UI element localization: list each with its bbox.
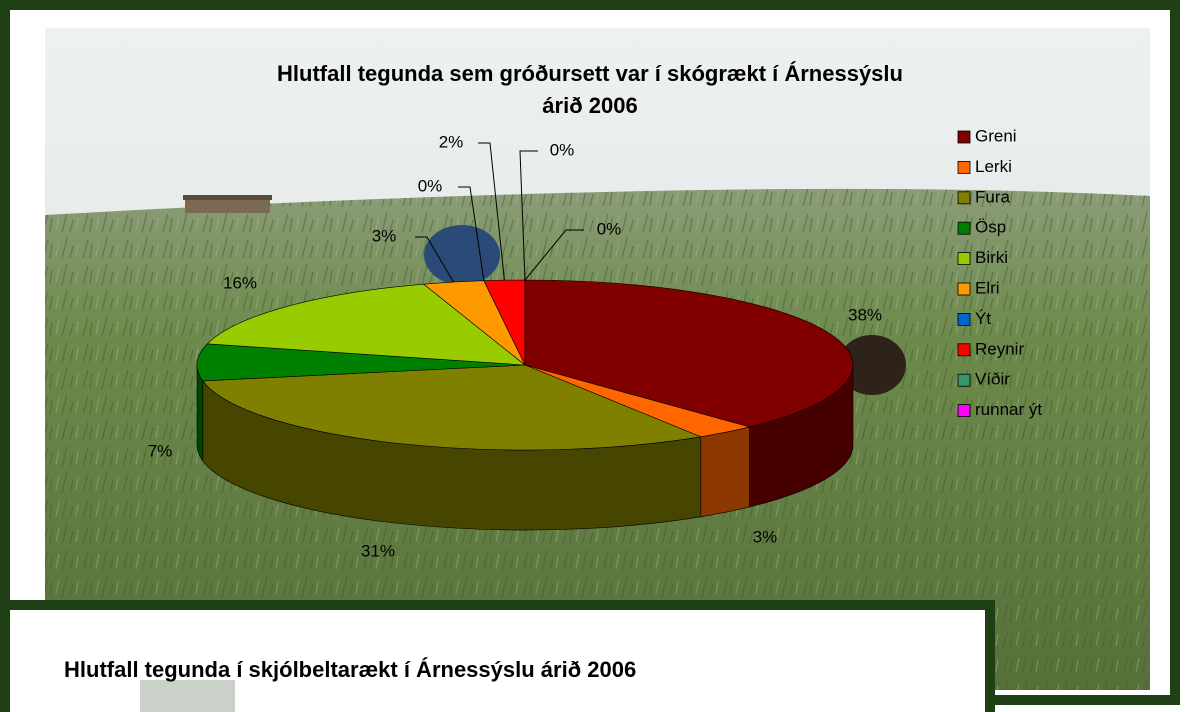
legend-swatch (957, 252, 971, 266)
legend-label: Ýt (975, 309, 991, 328)
leader-line (458, 186, 485, 281)
data-label: 0% (550, 140, 575, 159)
leader-line (519, 150, 538, 281)
data-label: 2% (439, 132, 464, 151)
legend-swatch (957, 343, 971, 357)
data-label: 0% (418, 176, 443, 195)
leader-line (415, 236, 454, 283)
slice (202, 364, 702, 451)
data-label: 3% (753, 527, 778, 546)
data-label: 31% (361, 541, 395, 560)
legend-label: Reynir (975, 339, 1024, 358)
leader-line (524, 229, 584, 281)
legend-swatch (957, 312, 971, 326)
legend-label: Ösp (975, 218, 1006, 237)
legend-label: runnar ýt (975, 400, 1042, 419)
data-label: 3% (372, 226, 397, 245)
slice (196, 343, 526, 382)
leader-line (478, 142, 505, 281)
legend-swatch (957, 282, 971, 296)
legend-label: Lerki (975, 157, 1012, 176)
data-label: 16% (223, 273, 257, 292)
slice (206, 283, 526, 366)
slice (524, 279, 854, 428)
legend-swatch (957, 221, 971, 235)
data-label: 0% (597, 219, 622, 238)
legend-swatch (957, 404, 971, 418)
data-label: 38% (848, 305, 882, 324)
legend-swatch (957, 130, 971, 144)
chart-title: Hlutfall tegunda í skjólbeltarækt í Árne… (64, 657, 637, 682)
legend-swatch (957, 191, 971, 205)
legend-label: Elri (975, 278, 1000, 297)
legend-label: Fura (975, 187, 1011, 206)
legend-label: Greni (975, 126, 1017, 145)
slice-side (700, 426, 750, 518)
legend-swatch (957, 160, 971, 174)
legend-swatch (957, 373, 971, 387)
legend-label: Víðir (975, 370, 1010, 389)
data-label: 7% (148, 441, 173, 460)
photo-thumbnail (140, 680, 235, 712)
chart-title: Hlutfall tegunda sem gróðursett var í sk… (277, 61, 903, 118)
legend-label: Birki (975, 248, 1008, 267)
